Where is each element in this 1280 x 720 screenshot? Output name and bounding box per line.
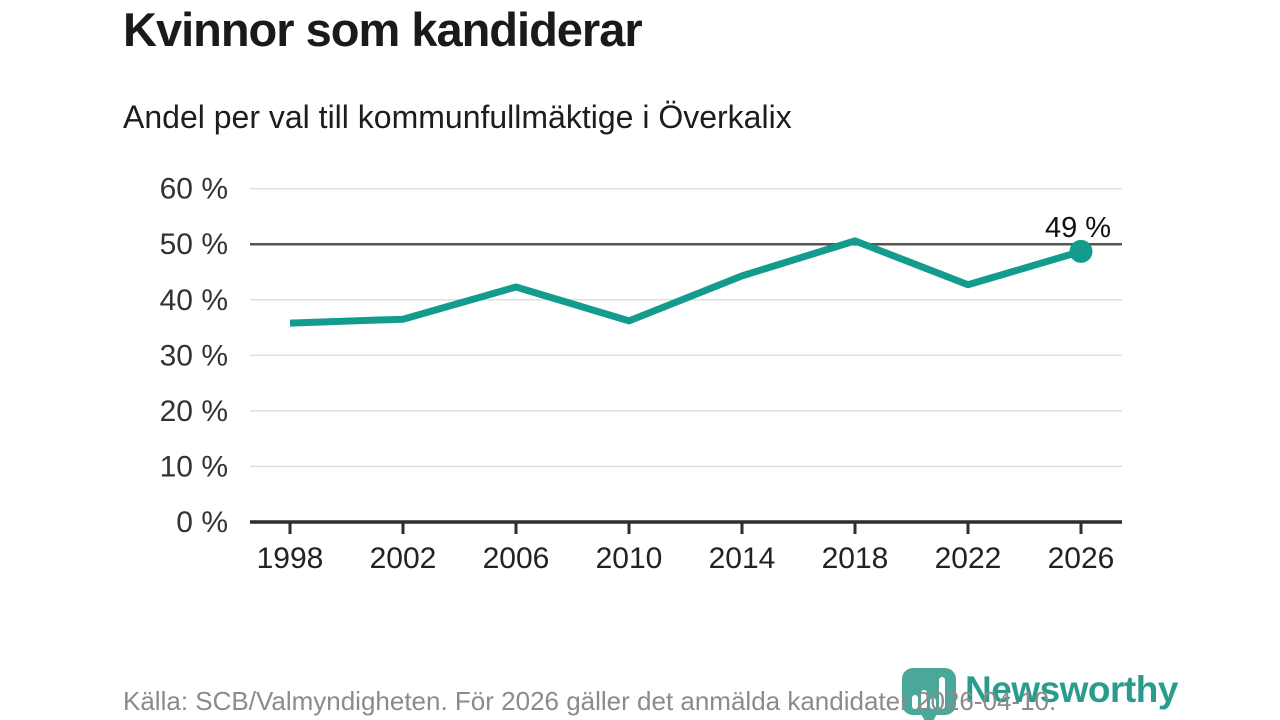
y-tick-label-20: 20 % <box>160 395 228 428</box>
y-tick-label-60: 60 % <box>160 173 228 206</box>
y-tick-label-40: 40 % <box>160 284 228 317</box>
y-tick-label-50: 50 % <box>160 228 228 261</box>
x-tick-label-2026: 2026 <box>1048 542 1115 575</box>
newsworthy-wordmark: Newsworthy <box>965 669 1178 710</box>
x-tick-label-1998: 1998 <box>257 542 324 575</box>
newsworthy-logo-icon <box>902 668 956 720</box>
y-tick-label-0: 0 % <box>176 506 228 539</box>
y-tick-label-10: 10 % <box>160 450 228 483</box>
newsworthy-logo: Newsworthy <box>902 668 1178 720</box>
x-tick-label-2022: 2022 <box>935 542 1002 575</box>
x-tick-label-2014: 2014 <box>709 542 776 575</box>
data-line <box>289 237 1082 327</box>
x-tick-label-2018: 2018 <box>822 542 889 575</box>
source-note: Källa: SCB/Valmyndigheten. För 2026 gäll… <box>123 686 1057 716</box>
x-tick-label-2006: 2006 <box>483 542 550 575</box>
x-tick-label-2010: 2010 <box>596 542 663 575</box>
x-tick-label-2002: 2002 <box>370 542 437 575</box>
end-point-label: 49 % <box>1045 212 1111 244</box>
y-tick-label-30: 30 % <box>160 339 228 372</box>
chart-subtitle: Andel per val till kommunfullmäktige i Ö… <box>123 99 792 135</box>
end-point-dot <box>1069 239 1093 263</box>
chart-title: Kvinnor som kandiderar <box>123 3 643 56</box>
line-chart-plot: 0 % 10 % 20 % 30 % 40 % 50 % 60 % 1998 2002 2006 2… <box>160 173 1122 575</box>
